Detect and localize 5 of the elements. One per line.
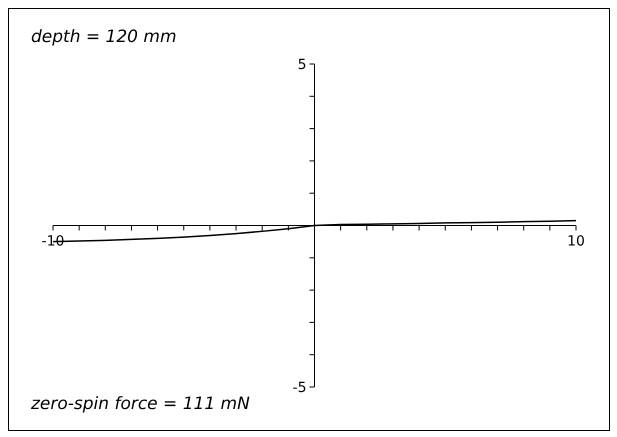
y-tick-label: -5	[292, 380, 306, 396]
y-tick-label: 5	[298, 57, 306, 73]
chart-title: depth = 120 mm	[31, 27, 177, 47]
x-tick-label: 10	[567, 234, 585, 250]
text: zero-spin force = 111 mN	[31, 394, 250, 414]
